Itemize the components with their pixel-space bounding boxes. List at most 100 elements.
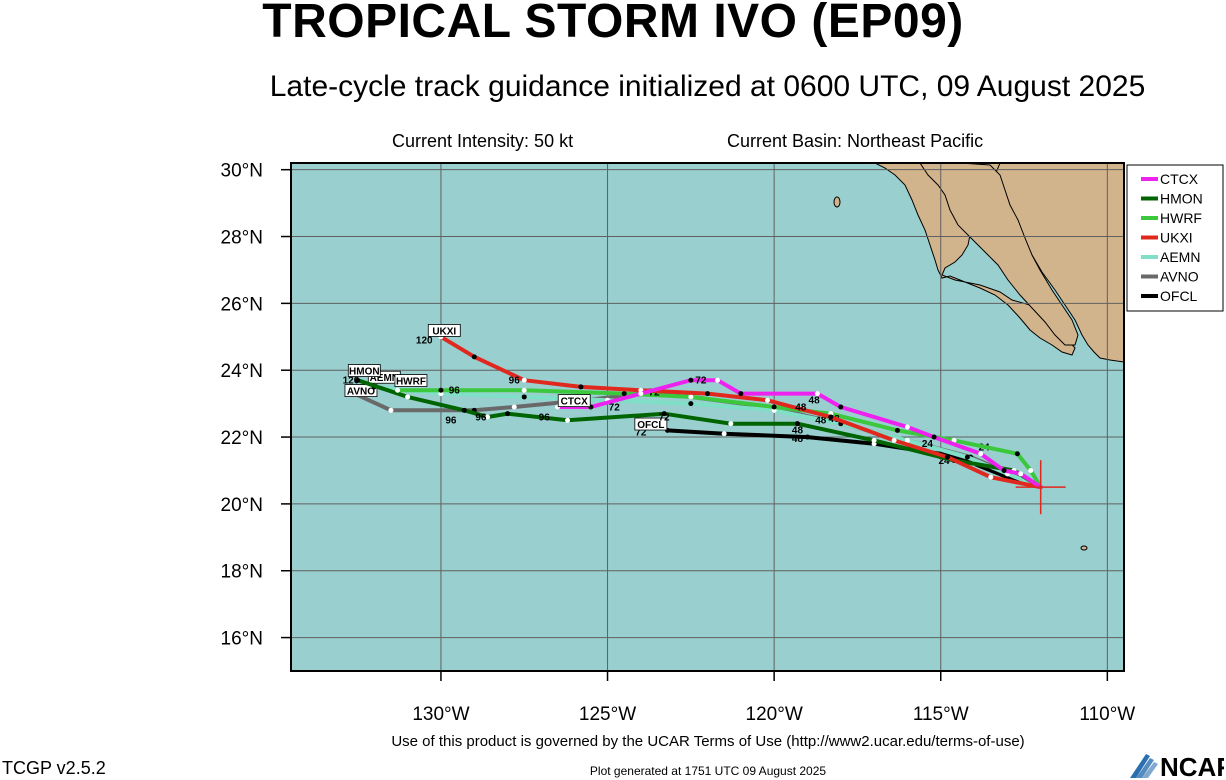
track-point bbox=[838, 404, 844, 410]
end-label-aemn: AEMN bbox=[370, 373, 399, 384]
track-point bbox=[505, 411, 511, 417]
grid-lines bbox=[291, 163, 1124, 671]
track-point bbox=[638, 391, 644, 397]
y-tick-label: 26°N bbox=[221, 294, 263, 315]
end-label-box bbox=[634, 417, 668, 431]
track-point bbox=[355, 377, 361, 383]
track-point bbox=[721, 431, 727, 437]
y-tick-label: 28°N bbox=[221, 228, 263, 249]
track-point bbox=[688, 394, 694, 400]
track-point bbox=[871, 437, 877, 443]
track-point bbox=[1018, 471, 1024, 477]
track-ctcx bbox=[555, 378, 1043, 490]
track-point bbox=[388, 407, 394, 413]
track-point bbox=[688, 377, 694, 383]
track-point bbox=[988, 474, 994, 480]
forecast-hour-label: 120 bbox=[343, 376, 360, 387]
y-tick-label: 24°N bbox=[221, 361, 263, 382]
forecast-hour-label: 48 bbox=[815, 416, 827, 427]
end-label-avno: AVNO bbox=[347, 387, 375, 398]
track-point bbox=[904, 437, 910, 443]
legend-entry-ukxi: UKXI bbox=[1160, 230, 1193, 246]
track-point bbox=[521, 394, 527, 400]
forecast-hour-label: 96 bbox=[449, 386, 461, 397]
baja-landmass bbox=[919, 163, 1079, 346]
y-tick-label: 22°N bbox=[221, 428, 263, 449]
track-point bbox=[978, 451, 984, 457]
track-point bbox=[951, 437, 957, 443]
track-point bbox=[661, 411, 667, 417]
track-point bbox=[738, 391, 744, 397]
forecast-hour-label: 72 bbox=[635, 427, 647, 438]
legend: CTCX HMON HWRF UKXI AEMN AVNO OFCL bbox=[1126, 164, 1224, 312]
legend-entry-aemn: AEMN bbox=[1160, 249, 1200, 265]
generated-time: Plot generated at 1751 UTC 09 August 202… bbox=[589, 764, 827, 778]
track-point bbox=[1001, 467, 1007, 473]
terms-of-use: Use of this product is governed by the U… bbox=[391, 733, 1025, 750]
chart-subtitle: Late-cycle track guidance initialized at… bbox=[269, 70, 1146, 103]
legend-entry-ctcx: CTCX bbox=[1160, 171, 1199, 187]
track-point bbox=[764, 397, 770, 403]
track-point bbox=[485, 414, 491, 420]
track-point bbox=[891, 437, 897, 443]
track-point bbox=[944, 454, 950, 460]
track-point bbox=[405, 394, 411, 400]
current-basin: Current Basin: Northeast Pacific bbox=[727, 131, 984, 151]
track-point bbox=[621, 391, 627, 397]
forecast-hour-label: 96 bbox=[539, 412, 551, 423]
forecast-hour-label: 72 bbox=[659, 412, 671, 423]
end-label-ukxi: UKXI bbox=[432, 326, 456, 337]
track-point bbox=[964, 454, 970, 460]
forecast-hour-label: 72 bbox=[695, 376, 707, 387]
track-point bbox=[794, 421, 800, 427]
legend-entry-avno: AVNO bbox=[1160, 269, 1199, 285]
track-point bbox=[1028, 467, 1034, 473]
end-label-box bbox=[557, 394, 591, 408]
land-layer bbox=[833, 163, 1124, 551]
track-point bbox=[438, 387, 444, 393]
end-label-ofcl: OFCL bbox=[637, 420, 664, 431]
y-tick-label: 18°N bbox=[221, 562, 263, 583]
forecast-hour-label: 48 bbox=[809, 396, 821, 407]
track-point bbox=[578, 384, 584, 390]
x-tick-label: 125°W bbox=[579, 704, 636, 725]
forecast-hour-label: 96 bbox=[445, 416, 457, 427]
track-point bbox=[395, 387, 401, 393]
track-point bbox=[521, 387, 527, 393]
track-point bbox=[728, 421, 734, 427]
forecast-hour-label: 72 bbox=[609, 402, 621, 413]
track-point bbox=[828, 414, 834, 420]
baja-california bbox=[874, 163, 1076, 356]
track-point bbox=[894, 427, 900, 433]
legend-entry-hmon: HMON bbox=[1160, 191, 1203, 207]
end-label-hmon: HMON bbox=[349, 367, 380, 378]
track-point bbox=[688, 401, 694, 407]
forecast-hour-label: 120 bbox=[416, 335, 433, 346]
y-tick-label: 16°N bbox=[221, 629, 263, 650]
forecast-hour-label: 48 bbox=[792, 426, 804, 437]
version-label: TCGP v2.5.2 bbox=[2, 758, 106, 778]
y-tick-label: 30°N bbox=[221, 161, 263, 182]
track-point bbox=[1014, 451, 1020, 457]
end-label-box bbox=[394, 374, 428, 387]
end-label-box bbox=[347, 364, 381, 377]
x-tick-label: 120°W bbox=[746, 704, 803, 725]
forecast-hour-label: 48 bbox=[792, 434, 804, 445]
ncar-logo: NCAR bbox=[1130, 752, 1224, 780]
end-label-box bbox=[344, 384, 378, 398]
island bbox=[1080, 545, 1088, 551]
track-point bbox=[904, 424, 910, 430]
legend-entry-ofcl: OFCL bbox=[1160, 288, 1198, 304]
svg-text:NCAR: NCAR bbox=[1160, 752, 1224, 780]
y-tick-label: 20°N bbox=[221, 495, 263, 516]
forecast-hour-label: 48 bbox=[795, 402, 807, 413]
axis-ticks: 130°W 125°W 120°W 115°W 110°W 16°N 18°N 20°N 22°… bbox=[221, 161, 1136, 725]
track-point bbox=[804, 434, 810, 440]
track-point bbox=[931, 434, 937, 440]
x-tick-label: 130°W bbox=[412, 704, 469, 725]
track-point bbox=[461, 407, 467, 413]
chart-title: TROPICAL STORM IVO (EP09) bbox=[262, 0, 964, 48]
forecast-hour-label: 24 bbox=[939, 456, 951, 467]
island bbox=[833, 196, 841, 208]
